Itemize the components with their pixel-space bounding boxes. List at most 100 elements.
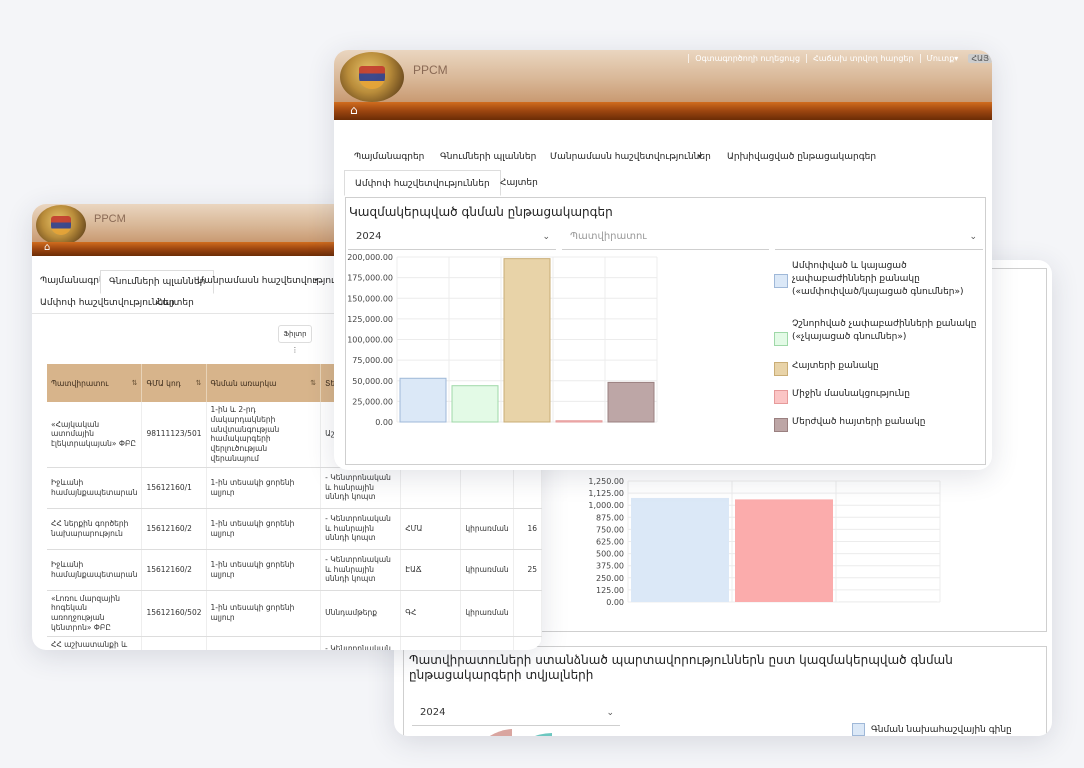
- table-cell: կիրառման: [460, 549, 514, 591]
- table-cell: - Կենտրոնական և հանրային սննդի կոպտ: [320, 467, 402, 509]
- y-tick-label: 625.00: [596, 538, 624, 547]
- legend-item[interactable]: Միջին մասնակցությունը: [774, 388, 979, 404]
- table-cell: 16: [513, 508, 542, 550]
- table-cell: ԳՀ: [400, 590, 462, 637]
- sort-icon: ⇅: [310, 378, 317, 387]
- link-faq[interactable]: Հաճախ տրվող հարցեր: [806, 54, 919, 63]
- home-icon[interactable]: ⌂: [44, 242, 51, 253]
- table-cell: 15612160/501: [141, 636, 207, 650]
- table-cell: ՀՀ ներքին գործերի նախարարություն: [47, 508, 143, 550]
- table-row[interactable]: Իջևանի համայնքապետարան 15612160/1 1-ին տես…: [47, 467, 542, 509]
- y-tick-label: 200,000.00: [347, 253, 393, 262]
- y-tick-label: 125,000.00: [347, 315, 393, 324]
- tab-detailed-reports[interactable]: Մանրամասն հաշվետվություններ: [197, 276, 358, 286]
- table-cell: Իջևանի համայնքապետարան: [47, 549, 143, 591]
- filter-button-label: Ֆիլտր: [283, 330, 307, 338]
- tab-applications[interactable]: Հայտեր: [500, 178, 538, 188]
- legend-swatch: [774, 332, 788, 346]
- col-customer[interactable]: Պատվիրատու ⇅: [47, 364, 143, 402]
- third-select[interactable]: ⌄: [775, 226, 983, 250]
- legend-item[interactable]: Ամփոփված և կայացած չափաբաժինների քանակը …: [774, 260, 979, 299]
- customer-select[interactable]: Պատվիրատու: [562, 226, 769, 250]
- link-login[interactable]: Մուտք▾: [919, 54, 965, 63]
- procedures-panel-title: Կազմակերպված գնման ընթացակարգեր: [349, 205, 613, 219]
- table-cell: կիրառման: [460, 636, 514, 650]
- y-tick-label: 0.00: [375, 418, 393, 427]
- tab-contracts[interactable]: Պայմանագրեր: [354, 152, 425, 162]
- table-cell: «Լոռու մարզային հոգեկան առողջության կենտ…: [47, 590, 143, 637]
- chevron-down-icon: ⌄: [606, 708, 614, 718]
- y-tick-label: 175,000.00: [347, 274, 393, 283]
- table-cell: [460, 467, 514, 509]
- bar-chart-2: 1,250.00 1,125.00 1,000.00 875.00 750.00 625.…: [588, 477, 941, 607]
- link-user-guide[interactable]: Օգտագործողի ուղեցույց: [688, 54, 806, 63]
- table-cell: 15612160/1: [141, 467, 207, 509]
- table-cell: 1-ին տեսակի ցորենի ալյուր: [206, 549, 322, 591]
- table-cell: - Կենտրոնական և հանրային սննդի կոպտ: [320, 549, 402, 591]
- tab-detailed-reports[interactable]: Մանրամասն հաշվետվություններ: [550, 152, 711, 162]
- legend-item[interactable]: Չշնորհված չափաբաժինների քանակը («չկայացա…: [774, 318, 979, 346]
- col-cpv-code[interactable]: ԳՄԱ կոդ ⇅: [141, 364, 207, 402]
- col-cpv-label: ԳՄԱ կոդ: [146, 378, 181, 388]
- y-tick-label: 25,000.00: [352, 397, 393, 406]
- tab-archived-procedures[interactable]: Արխիվացված ընթացակարգեր: [727, 152, 877, 162]
- pie-slice-1: [535, 733, 552, 736]
- obligations-year-select[interactable]: 2024 ⌄: [412, 702, 620, 726]
- y-tick-label: 50,000.00: [352, 377, 393, 386]
- tab-summary-reports[interactable]: Ամփոփ հաշվետվություններ: [40, 298, 175, 308]
- col-subject-label: Գնման առարկա: [210, 378, 277, 388]
- legend-item[interactable]: Մերժված հայտերի քանակը: [774, 416, 979, 432]
- pie-slice-2: [489, 729, 512, 736]
- navbar: ⌂: [334, 102, 992, 120]
- table-row[interactable]: Իջևանի համայնքապետարան 15612160/2 1-ին տես…: [47, 549, 542, 591]
- tab-summary-reports[interactable]: Ամփոփ հաշվետվություններ: [344, 170, 501, 196]
- legend-item[interactable]: Հայտերի քանակը: [774, 360, 979, 376]
- chevron-down-icon: ▾: [314, 276, 318, 284]
- legend-swatch: [774, 362, 788, 376]
- bar: [451, 385, 499, 423]
- sort-icon: ⇅: [195, 378, 202, 387]
- table-row[interactable]: «Լոռու մարզային հոգեկան առողջության կենտ…: [47, 590, 542, 637]
- language-switch[interactable]: ՀԱՅ: [968, 54, 992, 63]
- home-icon[interactable]: ⌂: [350, 103, 358, 117]
- procedures-panel: Կազմակերպված գնման ընթացակարգեր 2024 ⌄ Պ…: [345, 197, 986, 465]
- table-cell: կիրառման: [460, 508, 514, 550]
- filter-button[interactable]: Ֆիլտր ⋮: [278, 325, 312, 354]
- pie-legend-item: Գնման նախահաշվային գինը: [852, 723, 1012, 736]
- tab-contracts[interactable]: Պայմանագրեր: [40, 276, 111, 286]
- legend-swatch: [774, 390, 788, 404]
- table-cell: 15612160/502: [141, 590, 207, 637]
- y-tick-label: 1,125.00: [588, 489, 624, 498]
- table-cell: ԷԱՃ: [400, 549, 462, 591]
- y-tick-label: 375.00: [596, 562, 624, 571]
- table-row[interactable]: ՀՀ ներքին գործերի նախարարություն 15612160…: [47, 508, 542, 550]
- table-cell: [513, 636, 542, 650]
- legend-label: Միջին մասնակցությունը: [792, 389, 910, 399]
- table-row[interactable]: ՀՀ աշխատանքի և սոցիալական հարցերի նախարա…: [47, 636, 542, 650]
- customer-select-placeholder: Պատվիրատու: [570, 231, 647, 242]
- tabs-divider: [32, 313, 542, 314]
- y-tick-label: 1,250.00: [588, 477, 624, 486]
- pie-legend-label: Գնման նախահաշվային գինը: [871, 725, 1012, 735]
- header: PPCM Օգտագործողի ուղեցույց Հաճախ տրվող հ…: [334, 50, 992, 102]
- table-cell: [513, 467, 542, 509]
- bar: [607, 381, 655, 423]
- y-tick-label: 250.00: [596, 574, 624, 583]
- col-subject[interactable]: Գնման առարկա ⇅: [206, 364, 322, 402]
- legend-swatch: [852, 723, 865, 736]
- tab-applications[interactable]: Հայտեր: [156, 298, 194, 308]
- tab-procurement-plans[interactable]: Գնումների պլաններ: [100, 270, 215, 294]
- more-vert-icon: ⋮: [291, 346, 299, 354]
- tab-procurement-plans[interactable]: Գնումների պլաններ: [440, 152, 537, 162]
- table-cell: - Կենտրոնական և հանրային սննդի կոպտ: [320, 636, 402, 650]
- top-links: Օգտագործողի ուղեցույց Հաճախ տրվող հարցեր…: [688, 54, 992, 63]
- table-cell: ՀՀ աշխատանքի և սոցիալական հարցերի նախարա…: [47, 636, 143, 650]
- table-cell: կիրառման: [460, 590, 514, 637]
- table-cell: 1-ին տեսակի ցորենի ալյուր: [206, 590, 322, 637]
- col-customer-label: Պատվիրատու: [51, 378, 109, 388]
- summary-reports-window: PPCM Օգտագործողի ուղեցույց Հաճախ տրվող հ…: [334, 50, 992, 470]
- year-select[interactable]: 2024 ⌄: [348, 226, 556, 250]
- y-tick-label: 750.00: [596, 525, 624, 534]
- bar-chart-1: 200,000.00 175,000.00 150,000.00 125,000.00…: [347, 253, 658, 427]
- bar: [735, 499, 833, 602]
